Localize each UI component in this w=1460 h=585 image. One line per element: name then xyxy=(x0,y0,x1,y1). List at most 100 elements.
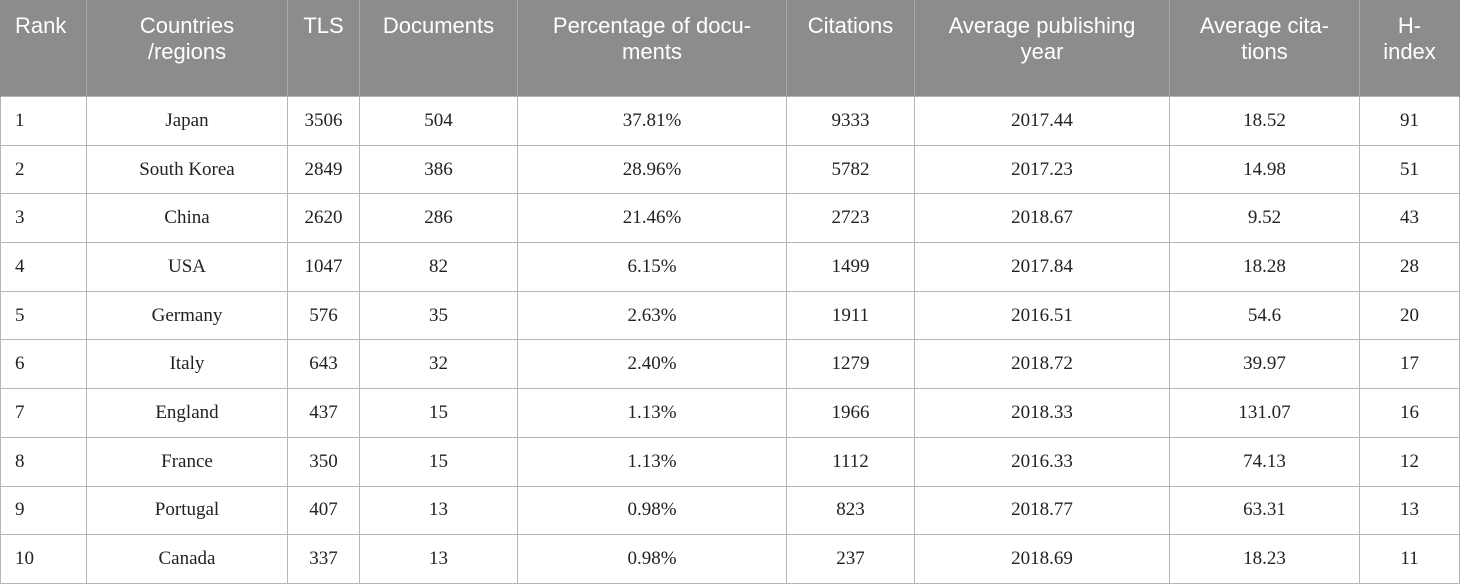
cell-documents: 13 xyxy=(359,534,518,584)
header-label: ments xyxy=(622,39,682,64)
cell-tls: 437 xyxy=(287,388,360,438)
header-label: Countries xyxy=(139,13,235,38)
table-row: 8 France 350 15 1.13% 1112 2016.33 74.13 12 xyxy=(0,436,1460,487)
cell-percentage-of-documents: 28.96% xyxy=(517,144,787,195)
header-label: Average publishing xyxy=(948,13,1136,38)
header-label: index xyxy=(1383,39,1436,64)
cell-citations: 1279 xyxy=(786,339,915,390)
cell-citations: 1112 xyxy=(786,436,915,487)
cell-rank: 3 xyxy=(0,193,87,244)
cell-rank: 9 xyxy=(0,485,87,536)
cell-country-region: Portugal xyxy=(86,485,288,536)
cell-citations: 823 xyxy=(786,485,915,536)
cell-percentage-of-documents: 37.81% xyxy=(517,96,787,146)
header-label: Percentage of docu- xyxy=(552,13,752,38)
cell-average-citations: 131.07 xyxy=(1169,388,1360,438)
cell-percentage-of-documents: 1.13% xyxy=(517,388,787,438)
cell-average-citations: 14.98 xyxy=(1169,144,1360,195)
cell-rank: 7 xyxy=(0,388,87,438)
header-rank: Rank xyxy=(0,0,87,97)
cell-average-citations: 18.23 xyxy=(1169,534,1360,584)
header-country-region: Countries/regions xyxy=(86,0,288,97)
cell-h-index: 12 xyxy=(1359,436,1460,487)
cell-country-region: Germany xyxy=(86,290,288,341)
cell-tls: 1047 xyxy=(287,242,360,292)
header-label: H- xyxy=(1397,13,1422,38)
cell-h-index: 51 xyxy=(1359,144,1460,195)
cell-documents: 386 xyxy=(359,144,518,195)
cell-h-index: 91 xyxy=(1359,96,1460,146)
cell-average-publishing-year: 2017.84 xyxy=(914,242,1170,292)
cell-average-publishing-year: 2018.33 xyxy=(914,388,1170,438)
cell-average-publishing-year: 2016.33 xyxy=(914,436,1170,487)
header-percentage-of-documents: Percentage of docu-ments xyxy=(517,0,787,97)
header-label: Citations xyxy=(807,13,894,38)
table-row: 7 England 437 15 1.13% 1966 2018.33 131.07 16 xyxy=(0,388,1460,438)
cell-average-citations: 54.6 xyxy=(1169,290,1360,341)
cell-rank: 5 xyxy=(0,290,87,341)
cell-documents: 82 xyxy=(359,242,518,292)
cell-rank: 8 xyxy=(0,436,87,487)
cell-average-citations: 74.13 xyxy=(1169,436,1360,487)
cell-rank: 1 xyxy=(0,96,87,146)
cell-percentage-of-documents: 2.40% xyxy=(517,339,787,390)
table-row: 9 Portugal 407 13 0.98% 823 2018.77 63.31 13 xyxy=(0,485,1460,536)
cell-percentage-of-documents: 0.98% xyxy=(517,534,787,584)
cell-average-publishing-year: 2018.77 xyxy=(914,485,1170,536)
cell-rank: 4 xyxy=(0,242,87,292)
table-body: 1 Japan 3506 504 37.81% 9333 2017.44 18.52 91 2 So… xyxy=(0,96,1460,584)
cell-tls: 643 xyxy=(287,339,360,390)
cell-average-citations: 9.52 xyxy=(1169,193,1360,244)
cell-rank: 2 xyxy=(0,144,87,195)
cell-h-index: 28 xyxy=(1359,242,1460,292)
header-average-citations: Average cita-tions xyxy=(1169,0,1360,97)
cell-tls: 2849 xyxy=(287,144,360,195)
table-row: 1 Japan 3506 504 37.81% 9333 2017.44 18.52 91 xyxy=(0,96,1460,146)
header-label: Average cita- xyxy=(1199,13,1330,38)
cell-documents: 504 xyxy=(359,96,518,146)
cell-tls: 407 xyxy=(287,485,360,536)
cell-country-region: Japan xyxy=(86,96,288,146)
cell-average-publishing-year: 2016.51 xyxy=(914,290,1170,341)
cell-h-index: 11 xyxy=(1359,534,1460,584)
cell-h-index: 20 xyxy=(1359,290,1460,341)
cell-citations: 2723 xyxy=(786,193,915,244)
cell-citations: 237 xyxy=(786,534,915,584)
cell-country-region: South Korea xyxy=(86,144,288,195)
table-row: 2 South Korea 2849 386 28.96% 5782 2017.23 14.9… xyxy=(0,144,1460,195)
cell-rank: 6 xyxy=(0,339,87,390)
cell-tls: 2620 xyxy=(287,193,360,244)
header-label: Rank xyxy=(15,13,67,38)
cell-country-region: France xyxy=(86,436,288,487)
header-citations: Citations xyxy=(786,0,915,97)
cell-tls: 3506 xyxy=(287,96,360,146)
header-row: Rank Countries/regions TLS Documents Percent… xyxy=(0,0,1460,97)
header-documents: Documents xyxy=(359,0,518,97)
cell-h-index: 13 xyxy=(1359,485,1460,536)
cell-citations: 9333 xyxy=(786,96,915,146)
header-label: TLS xyxy=(303,13,344,38)
cell-citations: 1499 xyxy=(786,242,915,292)
cell-average-citations: 18.28 xyxy=(1169,242,1360,292)
cell-documents: 35 xyxy=(359,290,518,341)
cell-h-index: 16 xyxy=(1359,388,1460,438)
cell-average-publishing-year: 2018.69 xyxy=(914,534,1170,584)
header-label: /regions xyxy=(147,39,227,64)
cell-country-region: England xyxy=(86,388,288,438)
cell-tls: 350 xyxy=(287,436,360,487)
cell-rank: 10 xyxy=(0,534,87,584)
table-row: 4 USA 1047 82 6.15% 1499 2017.84 18.28 28 xyxy=(0,242,1460,292)
cell-documents: 15 xyxy=(359,436,518,487)
cell-percentage-of-documents: 6.15% xyxy=(517,242,787,292)
cell-documents: 286 xyxy=(359,193,518,244)
cell-documents: 13 xyxy=(359,485,518,536)
cell-average-citations: 63.31 xyxy=(1169,485,1360,536)
cell-country-region: USA xyxy=(86,242,288,292)
header-label: tions xyxy=(1241,39,1288,64)
cell-country-region: Canada xyxy=(86,534,288,584)
table-row: 3 China 2620 286 21.46% 2723 2018.67 9.52 43 xyxy=(0,193,1460,244)
cell-documents: 15 xyxy=(359,388,518,438)
cell-h-index: 43 xyxy=(1359,193,1460,244)
cell-percentage-of-documents: 1.13% xyxy=(517,436,787,487)
